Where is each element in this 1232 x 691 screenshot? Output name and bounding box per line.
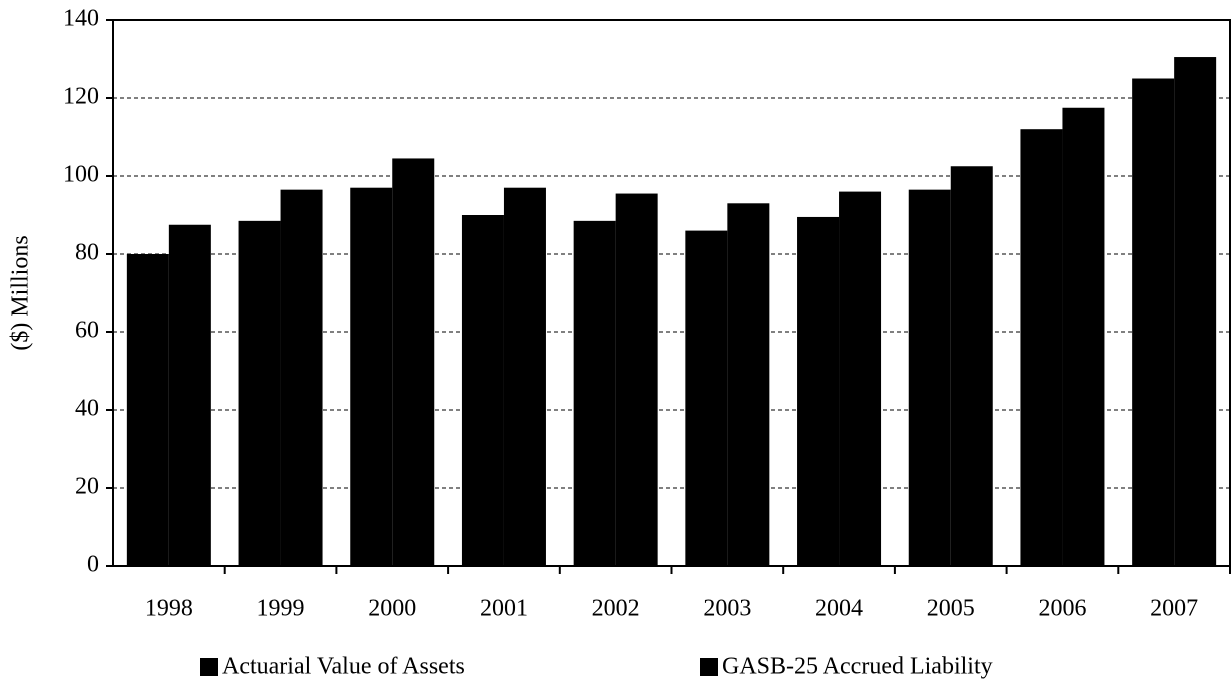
x-tick-label: 2007 [1150, 596, 1198, 622]
y-tick-label: 100 [63, 162, 99, 188]
y-tick-label: 140 [63, 6, 99, 32]
x-tick-label: 1998 [145, 596, 193, 622]
bar [839, 191, 882, 566]
bar [1062, 107, 1105, 566]
y-tick-label: 40 [75, 396, 99, 422]
y-tick-label: 0 [87, 552, 99, 578]
bar [1132, 78, 1175, 566]
y-tick-label: 80 [75, 240, 99, 266]
y-tick-label: 20 [75, 474, 99, 500]
x-tick-label: 2003 [703, 596, 751, 622]
bar [908, 189, 951, 566]
bar [280, 189, 323, 566]
bar [392, 158, 435, 566]
x-tick-label: 2000 [368, 596, 416, 622]
bar [503, 187, 546, 566]
legend-swatch [200, 658, 218, 676]
x-tick-label: 2005 [927, 596, 975, 622]
x-tick-label: 2001 [480, 596, 528, 622]
bar [350, 187, 393, 566]
bar [126, 254, 169, 566]
x-tick-label: 2002 [592, 596, 640, 622]
bar [238, 220, 281, 566]
y-axis-title: ($) Millions [8, 235, 34, 350]
bar [168, 224, 211, 566]
bar [797, 216, 840, 566]
legend-label: Actuarial Value of Assets [222, 654, 465, 680]
plot-frame [112, 19, 1231, 567]
bar [1020, 129, 1063, 566]
y-tick-label: 60 [75, 318, 99, 344]
bar [573, 220, 616, 566]
x-tick-label: 1999 [257, 596, 305, 622]
x-tick-label: 2006 [1038, 596, 1086, 622]
x-tick-label: 2004 [815, 596, 863, 622]
legend-label: GASB-25 Accrued Liability [722, 654, 993, 680]
legend-swatch [700, 658, 718, 676]
bar [615, 193, 658, 567]
bar [1174, 57, 1217, 567]
y-tick-label: 120 [63, 84, 99, 110]
bar [461, 215, 504, 566]
bar [950, 166, 993, 566]
bar [727, 203, 770, 567]
bar [685, 230, 728, 566]
